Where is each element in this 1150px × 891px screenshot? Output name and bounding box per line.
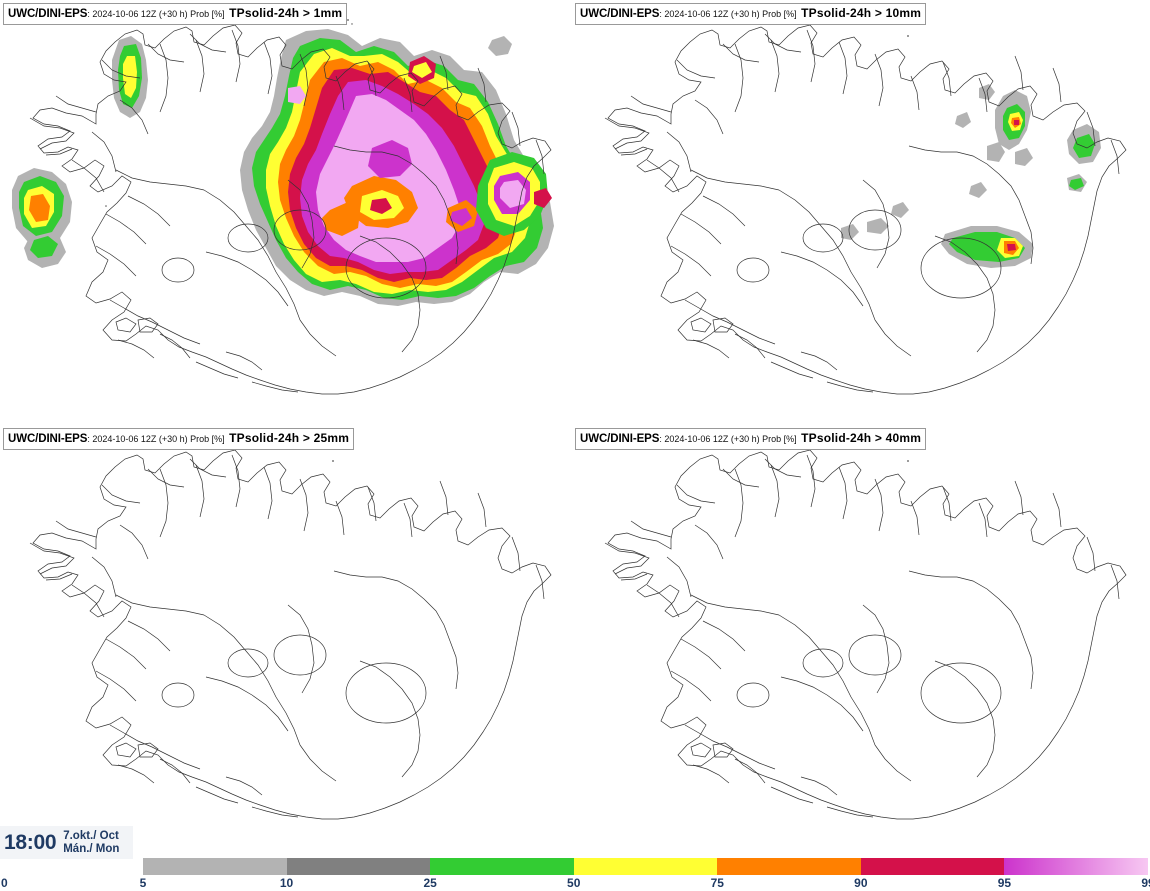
panel-run-label: : 2024-10-06 12Z (+30 h) Prob [%] <box>659 9 797 19</box>
panel-run-label: : 2024-10-06 12Z (+30 h) Prob [%] <box>87 9 225 19</box>
valid-date-line1: 7.okt./ Oct <box>63 829 119 842</box>
map-canvas-40mm <box>604 449 1127 820</box>
iceland-coastline <box>29 449 552 820</box>
map-canvas-1mm <box>12 19 554 395</box>
valid-time-label: 18:00 <box>4 830 57 854</box>
iceland-coastline <box>604 449 1127 820</box>
panel-title-25mm: UWC/DINI-EPS: 2024-10-06 12Z (+30 h) Pro… <box>3 428 355 450</box>
offshore-marks <box>907 35 909 37</box>
colorbar-tick-99: 99 <box>1141 876 1150 890</box>
map-panel-10mm[interactable]: UWC/DINI-EPS: 2024-10-06 12Z (+30 h) Pro… <box>575 0 1150 425</box>
probability-contours-1mm <box>12 29 554 306</box>
footer: 18:00 7.okt./ Oct Mán./ Mon 0 5 10 25 50 75 9… <box>0 826 1150 891</box>
map-panel-25mm[interactable]: UWC/DINI-EPS: 2024-10-06 12Z (+30 h) Pro… <box>0 425 575 850</box>
colorbar-segment-10-25 <box>286 858 431 875</box>
colorbar-segment-90-95 <box>860 858 1005 875</box>
colorbar-tick-5: 5 <box>139 876 147 890</box>
panel-title-40mm: UWC/DINI-EPS: 2024-10-06 12Z (+30 h) Pro… <box>575 428 927 450</box>
panel-model-label: UWC/DINI-EPS <box>8 433 88 445</box>
iceland-coastline <box>604 24 1127 395</box>
offshore-marks <box>332 460 334 462</box>
probability-contours-10mm <box>841 84 1101 268</box>
offshore-marks <box>105 19 353 207</box>
valid-date-line2: Mán./ Mon <box>63 842 120 855</box>
panel-model-label: UWC/DINI-EPS <box>580 433 660 445</box>
colorbar-tick-10: 10 <box>279 876 294 890</box>
map-canvas-25mm <box>29 449 552 820</box>
colorbar-tick-90: 90 <box>854 876 868 890</box>
iceland-coastline <box>29 24 552 395</box>
panel-run-label: : 2024-10-06 12Z (+30 h) Prob [%] <box>659 434 797 444</box>
colorbar-segment-25-50 <box>430 858 574 875</box>
offshore-marks <box>907 460 909 462</box>
valid-date-label: 7.okt./ Oct Mán./ Mon <box>63 830 119 856</box>
panel-field-label: TPsolid-24h > 25mm <box>229 431 350 445</box>
colorbar-tick-95: 95 <box>997 876 1012 890</box>
colorbar-segment-5-10 <box>143 858 287 875</box>
colorbar-tick-75: 75 <box>710 876 724 890</box>
colorbar-segment-50-75 <box>573 858 718 875</box>
panel-title-1mm: UWC/DINI-EPS: 2024-10-06 12Z (+30 h) Pro… <box>3 3 348 25</box>
probability-colorbar <box>143 858 1148 875</box>
panel-grid: UWC/DINI-EPS: 2024-10-06 12Z (+30 h) Pro… <box>0 0 1150 850</box>
map-panel-40mm[interactable]: UWC/DINI-EPS: 2024-10-06 12Z (+30 h) Pro… <box>575 425 1150 850</box>
panel-field-label: TPsolid-24h > 10mm <box>801 6 922 20</box>
colorbar-segment-75-90 <box>717 858 861 875</box>
colorbar-tick-25: 25 <box>423 876 437 890</box>
colorbar-zero-label: 0 <box>1 876 8 890</box>
panel-field-label: TPsolid-24h > 1mm <box>229 6 343 20</box>
colorbar-segment-95-99 <box>1004 858 1148 875</box>
map-panel-1mm[interactable]: UWC/DINI-EPS: 2024-10-06 12Z (+30 h) Pro… <box>0 0 575 425</box>
panel-title-10mm: UWC/DINI-EPS: 2024-10-06 12Z (+30 h) Pro… <box>575 3 927 25</box>
timestamp-box: 18:00 7.okt./ Oct Mán./ Mon <box>0 826 133 859</box>
map-canvas-10mm <box>604 24 1127 395</box>
panel-field-label: TPsolid-24h > 40mm <box>801 431 922 445</box>
panel-run-label: : 2024-10-06 12Z (+30 h) Prob [%] <box>87 434 225 444</box>
panel-model-label: UWC/DINI-EPS <box>8 8 88 20</box>
panel-model-label: UWC/DINI-EPS <box>580 8 660 20</box>
colorbar-tick-50: 50 <box>567 876 581 890</box>
